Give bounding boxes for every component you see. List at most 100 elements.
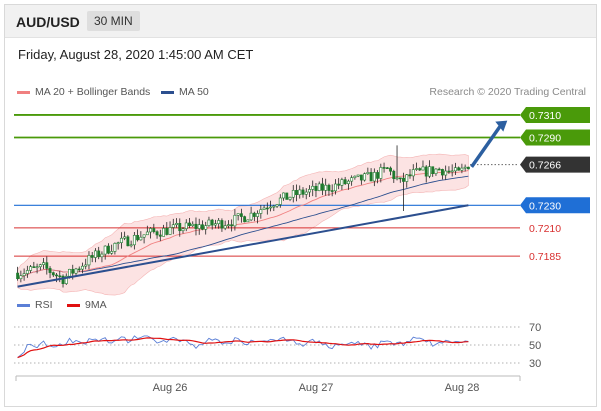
legend-ma20: MA 20 + Bollinger Bands <box>17 86 150 98</box>
candle-body <box>226 224 230 226</box>
candle-body <box>184 222 188 230</box>
candle-body <box>434 168 438 174</box>
candle-body <box>330 190 334 192</box>
candle-body <box>453 167 457 172</box>
candle-body <box>236 213 240 216</box>
currency-pair-title: AUD/USD <box>16 14 80 30</box>
candle-body <box>155 231 159 236</box>
bollinger-band-area <box>17 153 469 296</box>
candle-body <box>207 219 211 226</box>
candle-body <box>181 228 185 232</box>
candle-body <box>136 235 140 241</box>
candle-body <box>178 223 182 232</box>
candle-body <box>220 220 224 229</box>
candle-body <box>379 167 383 179</box>
level-tag-label: 0.7310 <box>529 110 561 122</box>
candle-body <box>463 166 467 169</box>
candle-body <box>350 177 354 182</box>
candle-body <box>145 231 149 236</box>
candle-body <box>382 167 386 169</box>
candle-body <box>142 234 146 238</box>
legend-ma50: MA 50 <box>161 86 209 98</box>
candle-body <box>132 235 136 246</box>
candle-body <box>94 250 97 258</box>
level-tag-box <box>520 129 590 146</box>
candle-body <box>42 262 45 265</box>
candle-body <box>162 227 165 237</box>
candle-body <box>337 183 341 186</box>
candle-body <box>324 184 328 191</box>
candle-body <box>165 227 169 235</box>
candle-body <box>444 170 448 176</box>
candle-body <box>353 175 357 178</box>
candle-body <box>90 255 94 258</box>
x-tick-label: Aug 26 <box>153 382 188 394</box>
candle-body <box>291 190 295 198</box>
candle-body <box>230 224 234 227</box>
candle-body <box>197 224 201 229</box>
level-tag-label: 0.7290 <box>529 133 561 145</box>
candle-body <box>304 191 308 195</box>
candle-body <box>119 237 123 243</box>
candle-body <box>152 228 156 232</box>
candle-body <box>340 179 344 186</box>
projection-arrow-head <box>495 120 508 132</box>
candle-body <box>149 228 153 233</box>
rsi-tick-label: 30 <box>529 358 541 370</box>
candle-body <box>175 223 178 225</box>
candle-body <box>123 236 127 239</box>
candle-body <box>84 264 88 267</box>
rsi-panel: 70 50 30 <box>14 322 541 370</box>
candle-body <box>402 177 405 182</box>
candle-body <box>48 268 52 273</box>
candle-body <box>343 179 347 185</box>
candle-body <box>188 222 191 226</box>
candle-body <box>259 209 263 214</box>
level-tag-box <box>520 156 590 173</box>
candle-body <box>38 264 42 268</box>
candle-body <box>158 234 162 237</box>
candle-body <box>129 244 133 247</box>
candle-body <box>243 216 247 223</box>
candle-body <box>223 225 227 229</box>
x-tick-label: Aug 27 <box>299 382 334 394</box>
x-axis: Aug 26 Aug 27 Aug 28 <box>15 375 521 394</box>
support-trendline <box>17 204 469 288</box>
candle-body <box>32 266 36 268</box>
candle-body <box>327 184 331 191</box>
candle-body <box>249 212 253 221</box>
candle-body <box>214 223 217 226</box>
candle-body <box>392 170 396 180</box>
candle-body <box>376 172 380 179</box>
candle-body <box>25 270 29 274</box>
candle-body <box>100 253 104 258</box>
candle-body <box>411 169 415 177</box>
candle-body <box>256 213 260 217</box>
level-tag-label: 0.7230 <box>529 200 561 212</box>
candle-body <box>139 236 143 241</box>
candle-body <box>74 268 78 274</box>
ma50-line <box>17 175 469 280</box>
level-tag-label: 0.7185 <box>529 251 561 263</box>
trendlines <box>17 120 508 288</box>
candle-body <box>87 255 91 266</box>
rsi-line <box>17 335 469 358</box>
candle-body <box>441 169 444 176</box>
timeframe-badge[interactable]: 30 MIN <box>87 11 140 31</box>
candle-body <box>301 189 305 195</box>
candle-body <box>77 268 81 271</box>
ma50-label: MA 50 <box>179 86 209 98</box>
candle-body <box>460 167 464 171</box>
candle-body <box>116 242 120 244</box>
candle-body <box>405 174 409 182</box>
candle-body <box>359 174 363 181</box>
candle-body <box>191 223 195 226</box>
candle-body <box>194 223 198 229</box>
candle-body <box>210 219 214 226</box>
level-tag-label: 0.7210 <box>529 223 561 235</box>
research-credit: Research © 2020 Trading Central <box>429 86 586 98</box>
candle-body <box>421 166 425 171</box>
candlesticks <box>16 145 470 288</box>
candle-body <box>466 166 470 170</box>
